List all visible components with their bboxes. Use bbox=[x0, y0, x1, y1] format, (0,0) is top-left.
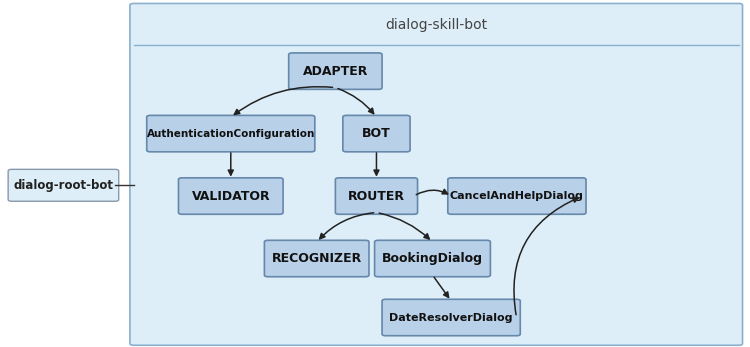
Text: ROUTER: ROUTER bbox=[348, 189, 405, 203]
Text: dialog-skill-bot: dialog-skill-bot bbox=[386, 18, 488, 32]
Text: BookingDialog: BookingDialog bbox=[382, 252, 483, 265]
FancyBboxPatch shape bbox=[448, 178, 586, 214]
FancyBboxPatch shape bbox=[289, 53, 382, 89]
FancyBboxPatch shape bbox=[335, 178, 418, 214]
FancyBboxPatch shape bbox=[382, 299, 520, 336]
Text: DateResolverDialog: DateResolverDialog bbox=[389, 313, 513, 322]
FancyBboxPatch shape bbox=[374, 240, 490, 277]
Text: VALIDATOR: VALIDATOR bbox=[191, 189, 270, 203]
Text: ADAPTER: ADAPTER bbox=[303, 65, 368, 78]
Text: AuthenticationConfiguration: AuthenticationConfiguration bbox=[146, 129, 315, 138]
Text: CancelAndHelpDialog: CancelAndHelpDialog bbox=[450, 191, 584, 201]
FancyBboxPatch shape bbox=[343, 115, 410, 152]
FancyBboxPatch shape bbox=[8, 169, 118, 201]
FancyBboxPatch shape bbox=[130, 3, 742, 345]
Text: dialog-root-bot: dialog-root-bot bbox=[13, 179, 113, 192]
Text: RECOGNIZER: RECOGNIZER bbox=[272, 252, 362, 265]
FancyBboxPatch shape bbox=[147, 115, 315, 152]
FancyBboxPatch shape bbox=[265, 240, 369, 277]
Text: BOT: BOT bbox=[362, 127, 391, 140]
FancyBboxPatch shape bbox=[178, 178, 283, 214]
